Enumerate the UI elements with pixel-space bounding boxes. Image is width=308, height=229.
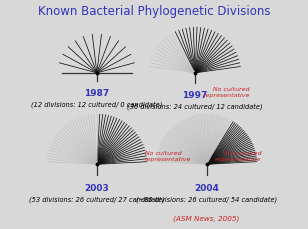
Text: (12 divisions: 12 cultured/ 0 candidate): (12 divisions: 12 cultured/ 0 candidate) [31, 101, 163, 108]
Text: (36 divisions: 24 cultured/ 12 candidate): (36 divisions: 24 cultured/ 12 candidate… [127, 103, 263, 110]
Text: No cultured
representative: No cultured representative [215, 150, 261, 161]
Text: 1987: 1987 [84, 89, 109, 98]
Text: (53 divisions: 26 cultured/ 27 candidate): (53 divisions: 26 cultured/ 27 candidate… [29, 196, 165, 202]
Text: No cultured
representative: No cultured representative [204, 86, 250, 97]
Text: Known Bacterial Phylogenetic Divisions: Known Bacterial Phylogenetic Divisions [38, 5, 270, 18]
Text: 2003: 2003 [84, 183, 109, 192]
Text: No cultured
representative: No cultured representative [145, 150, 191, 161]
Text: 1997: 1997 [182, 91, 208, 100]
Text: (~80 divisions: 26 cultured/ 54 candidate): (~80 divisions: 26 cultured/ 54 candidat… [136, 196, 277, 202]
Text: 2004: 2004 [194, 183, 219, 192]
Text: (ASM News, 2005): (ASM News, 2005) [173, 215, 240, 221]
